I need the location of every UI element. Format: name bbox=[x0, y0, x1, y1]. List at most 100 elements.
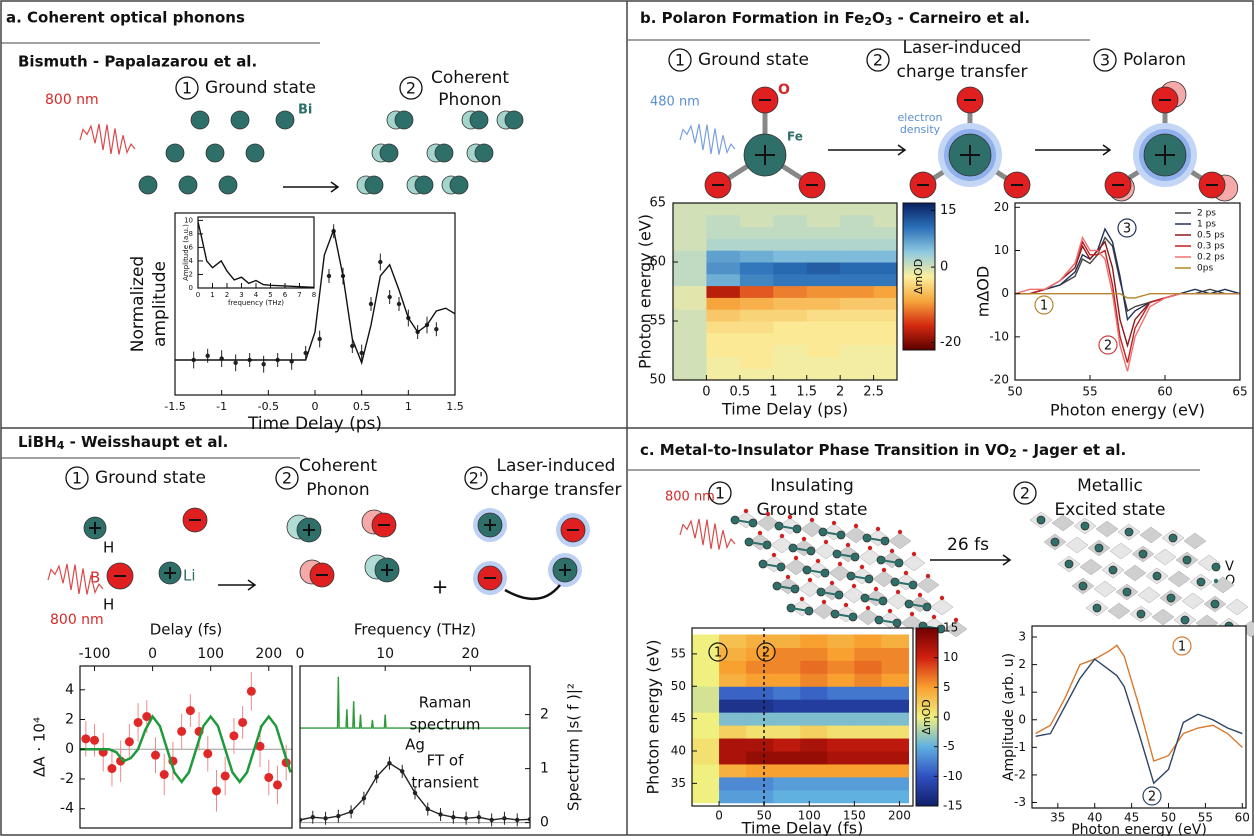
y-tick-label: 1 bbox=[1018, 685, 1026, 699]
data-point bbox=[326, 273, 332, 279]
y-tick-label: 50 bbox=[671, 679, 686, 693]
data-point bbox=[142, 712, 152, 722]
atom-label: H bbox=[103, 539, 114, 557]
atom bbox=[1036, 515, 1046, 525]
oxygen bbox=[853, 523, 859, 529]
heatmap-cell bbox=[881, 776, 909, 791]
title-part: - Weisshaupt et al. bbox=[64, 433, 228, 451]
heatmap-cell bbox=[673, 285, 707, 298]
y-tick-label: 60 bbox=[649, 255, 666, 270]
heatmap-cell bbox=[706, 332, 741, 346]
oxygen bbox=[889, 548, 895, 554]
annotation-circle bbox=[1034, 295, 1054, 315]
step-label: charge transfer bbox=[490, 480, 621, 500]
legend-label: 2 ps bbox=[1197, 209, 1216, 219]
heatmap-cell bbox=[800, 686, 828, 700]
oxygen bbox=[895, 589, 901, 595]
x-tick-label: 200 bbox=[888, 809, 911, 823]
heatmap-cell bbox=[739, 321, 774, 334]
atom bbox=[1168, 533, 1178, 543]
heatmap-cell bbox=[746, 789, 774, 804]
atom bbox=[434, 143, 454, 163]
x-tick-label: 60 bbox=[1157, 385, 1172, 399]
data-point bbox=[463, 816, 469, 821]
dimer bbox=[836, 553, 856, 558]
heatmap-cell bbox=[800, 647, 828, 661]
x-axis-label: Frequency (THz) bbox=[354, 621, 476, 639]
heatmap-cell bbox=[773, 738, 801, 752]
y-tick-label: 0 bbox=[189, 284, 193, 292]
y-tick-label: 2 bbox=[65, 712, 74, 728]
heatmap-cell bbox=[692, 673, 720, 687]
series-line bbox=[1015, 292, 1240, 299]
x-tick-label: 200 bbox=[255, 646, 282, 662]
y-tick-label: -2 bbox=[1014, 767, 1026, 781]
heatmap-cell bbox=[800, 634, 828, 648]
colorbar-tick-label: 5 bbox=[943, 680, 951, 694]
heatmap-cell bbox=[692, 699, 720, 713]
heatmap-cell bbox=[739, 332, 774, 346]
lattice-cell bbox=[1139, 526, 1163, 544]
heatmap-cell bbox=[773, 214, 808, 228]
y-axis-label: mΔOD bbox=[974, 266, 993, 317]
y-tick-label: 10 bbox=[184, 216, 193, 224]
step-label: Insulating bbox=[770, 476, 854, 496]
heatmap-cell bbox=[739, 273, 774, 287]
heatmap-cell bbox=[806, 262, 841, 275]
heatmap-cell bbox=[706, 203, 741, 216]
atom bbox=[1122, 587, 1132, 597]
step-number: 1 bbox=[72, 469, 82, 488]
x-tick-label: 0 bbox=[312, 400, 319, 413]
dimer bbox=[790, 607, 810, 612]
heatmap-cell bbox=[881, 725, 909, 739]
step-label: Phonon bbox=[438, 90, 501, 110]
dimer bbox=[834, 613, 854, 618]
heatmap-cell bbox=[827, 673, 855, 687]
annotation: 2 bbox=[1104, 339, 1112, 354]
series-line bbox=[1015, 227, 1240, 322]
heatmap-cell bbox=[854, 660, 882, 674]
heatmap-cell bbox=[773, 789, 801, 804]
x-tick-label: 2 bbox=[836, 385, 844, 400]
heatmap-cell bbox=[854, 789, 882, 804]
heatmap-cell bbox=[739, 344, 774, 357]
oxygen bbox=[953, 617, 959, 623]
data-point bbox=[361, 796, 367, 801]
y-tick-label: -20 bbox=[989, 373, 1009, 387]
data-point bbox=[438, 812, 443, 817]
atom bbox=[1210, 599, 1220, 609]
atom bbox=[1108, 565, 1118, 575]
data-point bbox=[374, 774, 379, 779]
atom bbox=[394, 110, 414, 130]
x-tick-label: 0 bbox=[702, 385, 710, 400]
step-label: Coherent bbox=[299, 456, 377, 476]
heatmap-cell bbox=[739, 297, 774, 310]
annotation-circle bbox=[708, 642, 728, 662]
heatmap-cell bbox=[806, 309, 841, 322]
lattice-cell bbox=[888, 532, 912, 550]
series-line bbox=[80, 714, 292, 784]
heatmap-cell bbox=[773, 776, 801, 791]
heatmap-cell bbox=[746, 647, 774, 661]
colorbar-tick-label: 0 bbox=[940, 260, 948, 275]
atom bbox=[1180, 615, 1190, 625]
oxygen bbox=[823, 539, 829, 545]
data-point bbox=[350, 343, 355, 349]
dimer bbox=[878, 619, 898, 624]
data-point bbox=[211, 786, 221, 796]
heatmap-cell bbox=[739, 203, 774, 216]
y-tick-label: 20 bbox=[994, 200, 1009, 214]
lattice-cell bbox=[1181, 592, 1205, 610]
heatmap-cell bbox=[692, 789, 720, 804]
heatmap-cell bbox=[827, 660, 855, 674]
atom bbox=[190, 110, 210, 130]
atom bbox=[275, 110, 295, 130]
step-number: 2' bbox=[469, 469, 484, 488]
heatmap-cell bbox=[739, 214, 774, 228]
y-tick-label: 0 bbox=[540, 815, 549, 831]
atom bbox=[1050, 537, 1060, 547]
colorbar-label: ΔmOD bbox=[912, 259, 925, 294]
heatmap-cell bbox=[719, 725, 747, 739]
atom bbox=[1078, 581, 1088, 591]
oxygen bbox=[939, 595, 945, 601]
